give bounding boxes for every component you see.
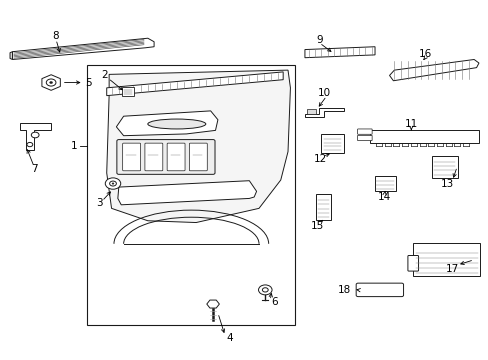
Text: 18: 18 (337, 285, 350, 295)
Text: 9: 9 (315, 35, 322, 45)
Text: 10: 10 (317, 88, 330, 98)
Text: 15: 15 (310, 221, 323, 231)
FancyBboxPatch shape (357, 135, 371, 141)
Circle shape (46, 79, 56, 86)
Text: 2: 2 (101, 71, 107, 80)
Polygon shape (305, 108, 343, 117)
Circle shape (31, 132, 39, 138)
Ellipse shape (147, 119, 205, 129)
Text: 1: 1 (71, 141, 78, 151)
Text: 13: 13 (440, 179, 453, 189)
Circle shape (109, 181, 116, 186)
Text: 16: 16 (418, 49, 431, 59)
Text: 14: 14 (377, 192, 390, 202)
Polygon shape (12, 38, 154, 59)
FancyBboxPatch shape (412, 243, 479, 276)
Polygon shape (42, 75, 60, 90)
Bar (369, 130, 478, 143)
FancyBboxPatch shape (122, 87, 134, 96)
Circle shape (50, 81, 53, 84)
Polygon shape (10, 52, 12, 59)
FancyBboxPatch shape (315, 194, 330, 220)
FancyBboxPatch shape (189, 143, 207, 171)
Polygon shape (106, 72, 283, 96)
FancyBboxPatch shape (144, 143, 163, 171)
Text: 6: 6 (270, 297, 277, 307)
Polygon shape (389, 59, 478, 81)
Text: 17: 17 (445, 264, 458, 274)
Text: 5: 5 (85, 77, 91, 87)
FancyBboxPatch shape (117, 140, 215, 174)
Polygon shape (305, 47, 374, 58)
Text: 4: 4 (225, 333, 232, 343)
Circle shape (262, 288, 267, 292)
FancyBboxPatch shape (407, 256, 418, 271)
Circle shape (112, 183, 114, 184)
FancyBboxPatch shape (167, 143, 184, 171)
Text: 3: 3 (96, 198, 102, 208)
FancyBboxPatch shape (307, 109, 315, 114)
Circle shape (105, 178, 121, 189)
Text: 8: 8 (53, 31, 59, 41)
Text: 11: 11 (404, 119, 417, 129)
Polygon shape (106, 70, 290, 222)
FancyBboxPatch shape (321, 134, 344, 153)
Polygon shape (206, 300, 219, 308)
FancyBboxPatch shape (357, 129, 371, 134)
Polygon shape (118, 181, 256, 205)
FancyBboxPatch shape (374, 176, 395, 191)
FancyBboxPatch shape (355, 283, 403, 297)
Polygon shape (20, 123, 51, 150)
FancyBboxPatch shape (122, 143, 140, 171)
Text: 7: 7 (31, 165, 38, 174)
FancyBboxPatch shape (431, 156, 457, 177)
Polygon shape (116, 111, 218, 136)
Circle shape (27, 143, 33, 147)
Circle shape (258, 285, 271, 295)
Bar (87, 65, 295, 325)
Text: 12: 12 (313, 154, 326, 165)
